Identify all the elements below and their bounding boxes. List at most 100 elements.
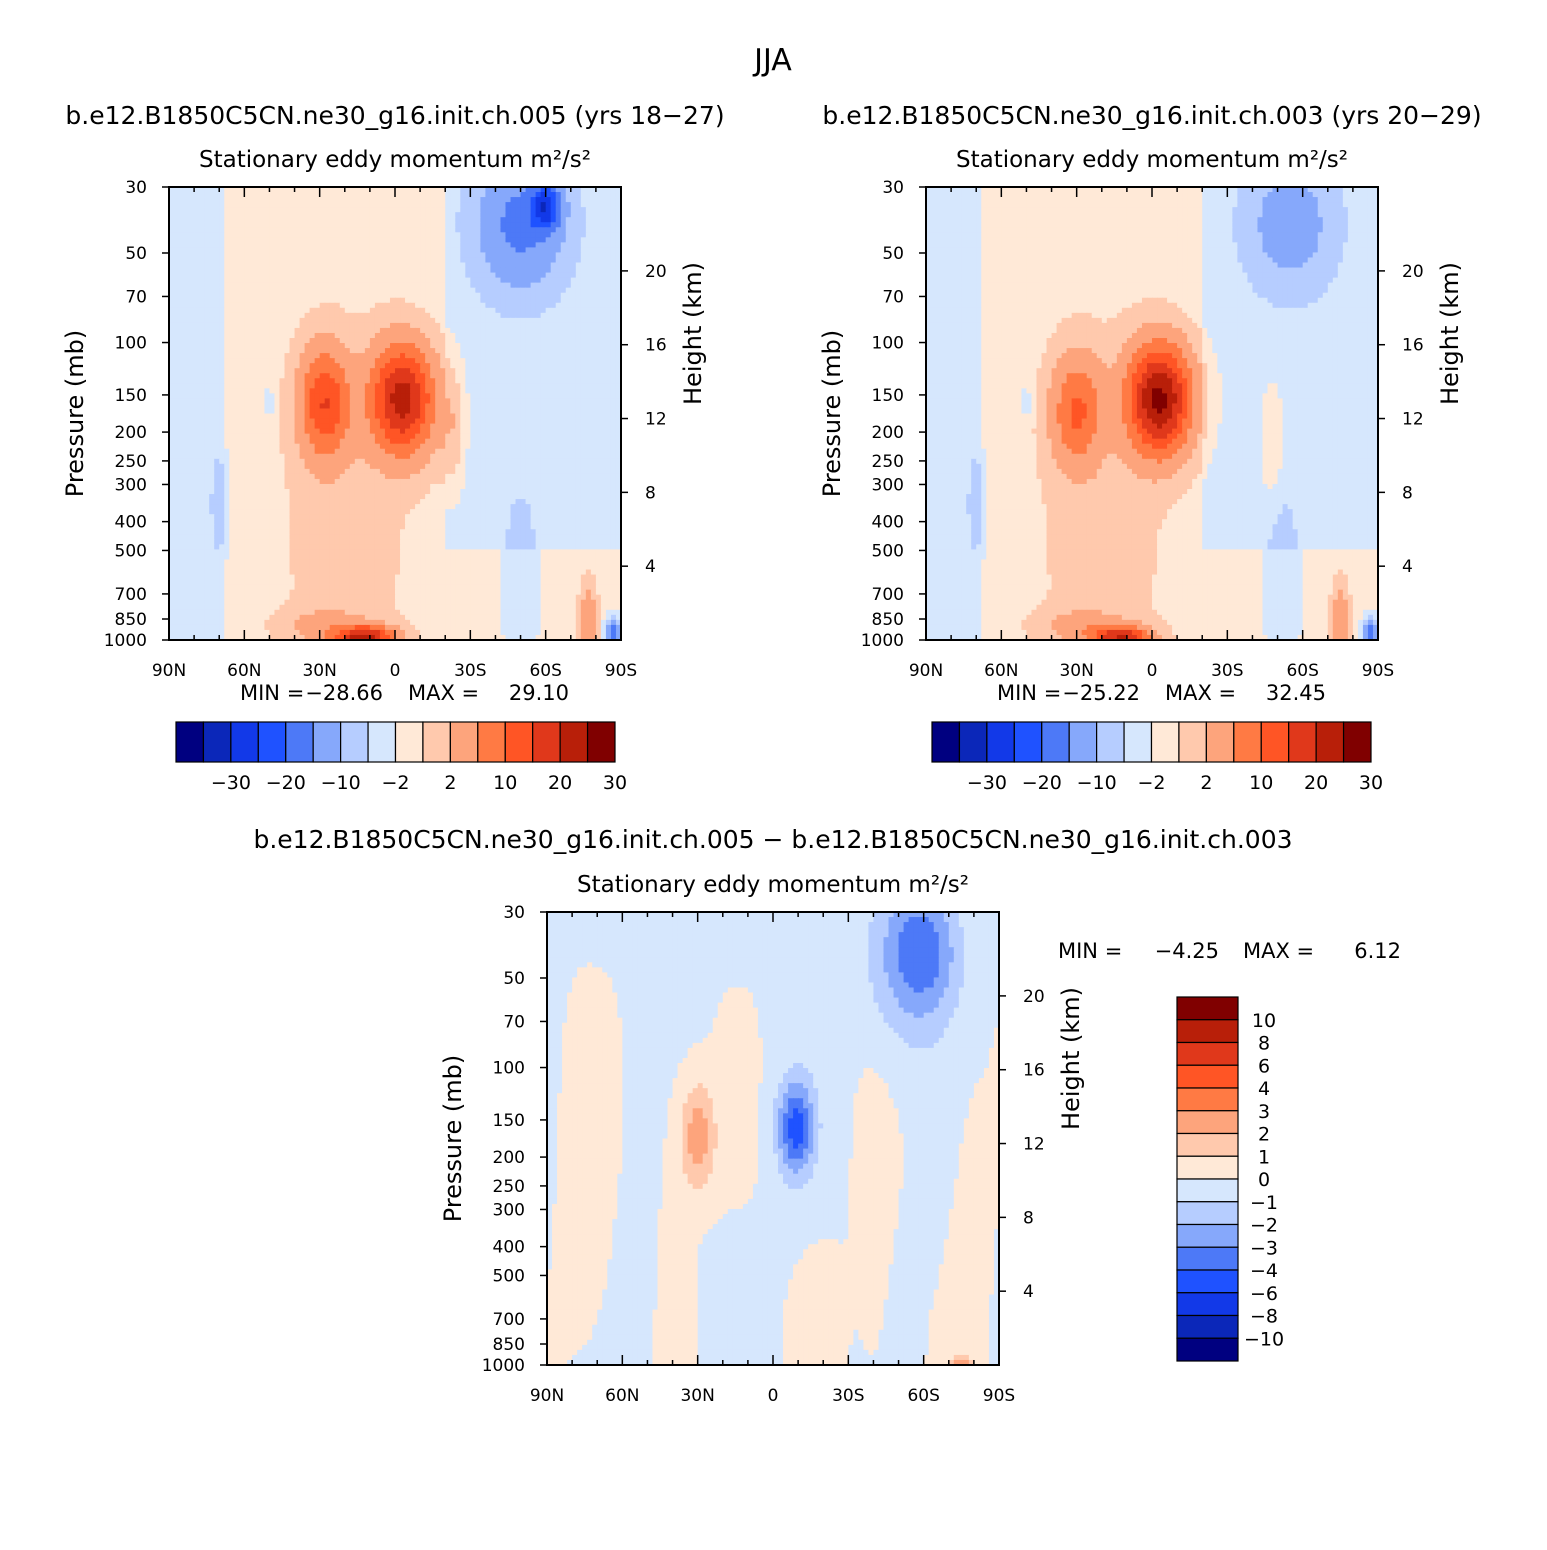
contour-cell [294,287,301,294]
contour-cell [224,312,230,319]
contour-cell [234,217,240,223]
contour-cell [284,378,291,384]
contour-cell [610,453,617,460]
contour-cell [244,353,250,359]
contour-cell [610,302,617,309]
contour-cell [354,343,361,349]
contour-cell [595,348,602,354]
contour-cell [274,302,281,309]
contour-cell [344,368,351,374]
contour-cell [379,197,386,203]
contour-cell [369,262,376,269]
contour-cell [284,302,291,309]
contour-cell [465,448,471,455]
contour-cell [184,358,190,364]
contour-cell [289,368,296,374]
contour-cell [505,292,512,299]
contour-cell [219,202,225,208]
contour-cell [304,307,311,314]
contour-cell [505,237,512,243]
contour-cell [209,403,215,410]
contour-cell [244,282,250,289]
contour-cell [359,217,366,223]
contour-cell [575,368,582,374]
contour-cell [575,257,582,264]
contour-cell [465,418,471,425]
contour-cell [595,433,602,440]
contour-cell [425,192,431,198]
contour-cell [344,217,351,223]
contour-cell [560,267,567,274]
contour-cell [555,458,562,465]
contour-cell [410,383,416,389]
contour-cell [229,327,235,334]
contour-cell [209,418,215,425]
contour-cell [440,312,446,319]
contour-cell [550,388,557,394]
contour-cell [465,247,471,254]
contour-cell [460,363,466,369]
contour-cell [455,353,461,359]
contour-cell [334,302,341,309]
contour-cell [595,247,602,254]
contour-cell [485,338,492,344]
contour-cell [189,383,195,389]
contour-cell [289,353,296,359]
contour-cell [460,207,466,213]
contour-cell [500,232,507,238]
contour-cell [480,287,486,294]
contour-cell [174,232,180,238]
contour-cell [440,453,446,460]
contour-cell [395,307,401,314]
contour-cell [369,363,376,369]
contour-cell [209,302,215,309]
contour-cell [349,197,356,203]
contour-cell [379,322,386,329]
contour-cell [560,378,567,384]
contour-cell [179,317,185,324]
contour-cell [189,408,195,415]
contour-cell [339,282,346,289]
contour-cell [384,433,391,440]
contour-cell [400,343,406,349]
contour-cell [269,368,276,374]
contour-cell [460,433,466,440]
contour-cell [339,423,346,430]
contour-cell [410,262,416,269]
contour-cell [224,408,230,415]
contour-cell [214,277,220,284]
contour-cell [254,312,260,319]
contour-cell [560,413,567,420]
contour-cell [369,327,376,334]
contour-cell [585,227,592,233]
contour-cell [430,202,436,208]
contour-cell [239,368,245,374]
contour-cell [309,297,316,304]
contour-cell [259,453,266,460]
contour-cell [470,297,476,304]
contour-cell [349,312,356,319]
contour-cell [410,423,416,430]
contour-cell [415,232,421,238]
contour-cell [550,353,557,359]
contour-cell [239,292,245,299]
contour-cell [575,353,582,359]
contour-cell [470,353,476,359]
contour-cell [259,262,266,269]
contour-cell [455,232,461,238]
contour-cell [410,272,416,279]
contour-cell [309,217,316,223]
contour-cell [495,217,502,223]
contour-cell [274,292,281,299]
contour-cell [349,423,356,430]
contour-cell [445,312,451,319]
contour-cell [565,327,572,334]
contour-cell [560,383,567,389]
contour-cell [555,192,562,198]
contour-cell [585,403,592,410]
contour-cell [585,212,592,218]
contour-cell [535,443,542,450]
contour-cell [389,242,396,248]
contour-cell [314,418,321,425]
contour-cell [535,353,542,359]
